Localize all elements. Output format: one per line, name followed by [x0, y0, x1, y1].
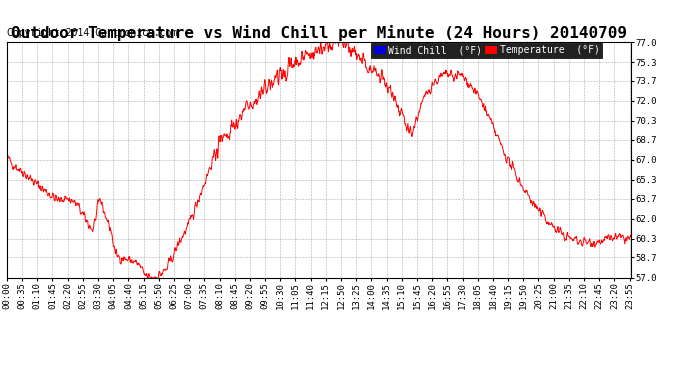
Legend: Wind Chill  (°F), Temperature  (°F): Wind Chill (°F), Temperature (°F): [371, 43, 602, 58]
Text: Copyright 2014 Cartronics.com: Copyright 2014 Cartronics.com: [7, 28, 177, 39]
Title: Outdoor Temperature vs Wind Chill per Minute (24 Hours) 20140709: Outdoor Temperature vs Wind Chill per Mi…: [11, 25, 627, 41]
